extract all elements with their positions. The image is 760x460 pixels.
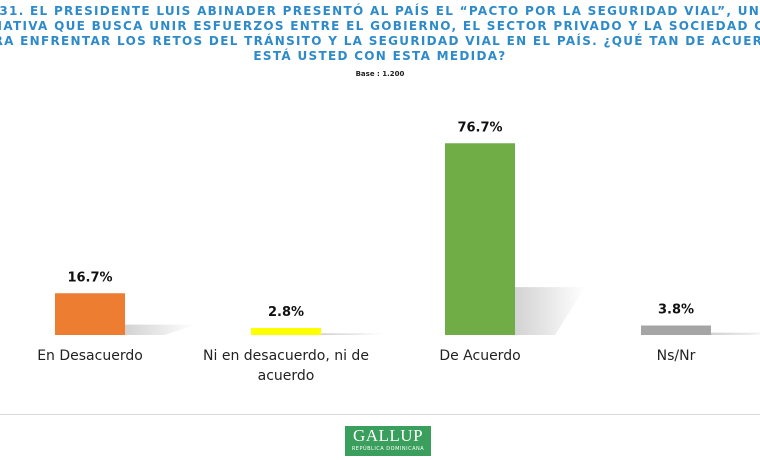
title-line: ESTÁ USTED CON ESTA MEDIDA? (253, 49, 507, 63)
bar-shadow (515, 287, 585, 335)
title-line: P31. EL PRESIDENTE LUIS ABINADER PRESENT… (0, 4, 760, 18)
category-label: De Acuerdo (439, 348, 521, 364)
chart-title: P31. EL PRESIDENTE LUIS ABINADER PRESENT… (0, 4, 760, 64)
bar (55, 293, 125, 335)
bar (445, 143, 515, 335)
footer-rule (0, 414, 760, 415)
bar-shadow (711, 332, 760, 335)
value-label: 2.8% (268, 305, 304, 320)
logo-subtext: REPÚBLICA DOMINICANA (351, 446, 425, 452)
bar-shadow (125, 324, 195, 335)
value-label: 3.8% (658, 303, 694, 318)
value-label: 16.7% (67, 270, 112, 285)
category-label: Ns/Nr (656, 348, 696, 364)
value-label: 76.7% (457, 120, 502, 135)
subtitle: Base : 1.200 (355, 70, 405, 78)
logo: GALLUP REPÚBLICA DOMINICANA (345, 426, 431, 456)
bar (251, 328, 321, 335)
category-label: Ni en desacuerdo, ni de acuerdo (203, 348, 369, 384)
category-label: En Desacuerdo (37, 348, 143, 364)
logo-text: GALLUP (352, 426, 424, 445)
bar-shadow (321, 333, 391, 335)
bar (641, 325, 711, 335)
title-line: INICIATIVA QUE BUSCA UNIR ESFUERZOS ENTR… (0, 19, 760, 33)
title-line: PARA ENFRENTAR LOS RETOS DEL TRÁNSITO Y … (0, 34, 760, 48)
